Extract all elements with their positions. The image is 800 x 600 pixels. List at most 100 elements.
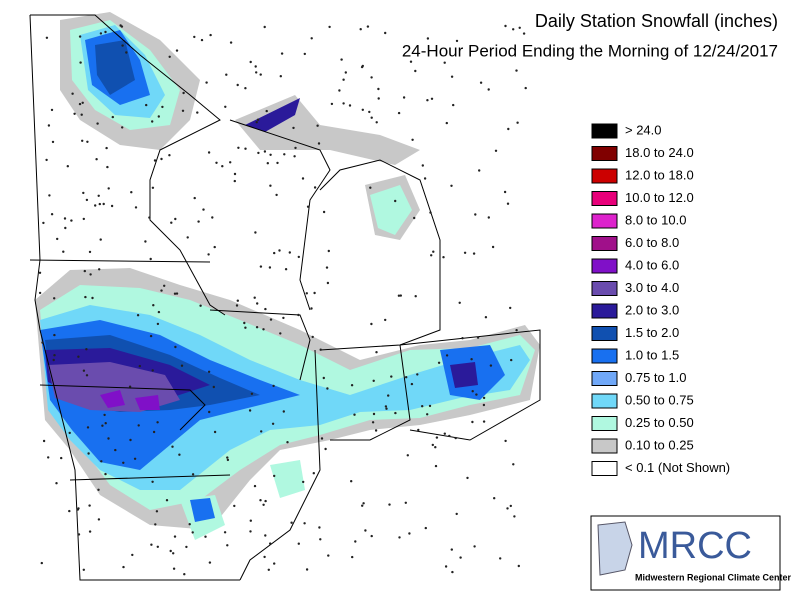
station-dot: [99, 238, 102, 241]
station-dot: [48, 194, 51, 197]
station-dot: [81, 101, 84, 105]
station-dot: [244, 87, 247, 90]
station-dot: [507, 127, 510, 131]
station-dot: [267, 568, 270, 571]
station-dot: [434, 446, 437, 449]
station-dot: [411, 138, 414, 141]
station-dot: [518, 26, 521, 29]
station-dot: [149, 334, 153, 338]
station-dot: [229, 41, 233, 44]
station-dot: [41, 341, 44, 344]
station-dot: [82, 217, 86, 221]
station-dot: [317, 142, 321, 145]
station-dot: [375, 351, 378, 354]
station-dot: [191, 531, 194, 534]
station-dot: [55, 482, 58, 485]
station-dot: [445, 354, 449, 357]
station-dot: [76, 508, 80, 511]
station-dot: [134, 206, 138, 209]
station-dot: [128, 385, 132, 388]
station-dot: [284, 268, 288, 271]
station-dot: [256, 302, 259, 305]
station-dot: [88, 530, 92, 533]
station-dot: [183, 573, 186, 576]
station-dot: [173, 292, 177, 295]
station-dot: [114, 448, 117, 452]
station-dot: [471, 420, 474, 424]
station-dot: [161, 105, 164, 109]
station-dot: [151, 120, 154, 123]
station-dot: [226, 458, 230, 462]
station-dot: [359, 28, 362, 31]
station-dot: [316, 124, 319, 127]
station-dot: [255, 71, 258, 74]
station-dot: [202, 208, 205, 211]
station-dot: [98, 202, 102, 206]
station-dot: [282, 316, 285, 320]
station-dot: [370, 322, 373, 326]
station-dot: [361, 108, 364, 112]
station-dot: [473, 545, 476, 548]
station-dot: [66, 165, 70, 168]
legend-swatch: [591, 123, 618, 139]
station-dot: [199, 304, 202, 307]
station-dot: [326, 281, 330, 285]
station-dot: [491, 245, 495, 249]
legend-label: 1.0 to 1.5: [625, 347, 679, 362]
station-dot: [80, 113, 83, 116]
station-dot: [110, 204, 114, 208]
station-dot: [377, 87, 380, 91]
station-dot: [63, 217, 67, 220]
station-dot: [297, 255, 300, 259]
legend-swatch: [591, 213, 618, 229]
station-dot: [399, 294, 402, 297]
map-title: Daily Station Snowfall (inches): [535, 11, 778, 31]
station-dot: [361, 504, 364, 507]
station-dot: [259, 499, 262, 502]
station-dot: [106, 165, 109, 169]
station-dot: [506, 202, 510, 205]
station-dot: [253, 484, 257, 488]
station-dot: [294, 146, 297, 150]
legend-label: 18.0 to 24.0: [625, 145, 694, 160]
station-dot: [273, 251, 276, 255]
station-dot: [340, 58, 343, 61]
station-dot: [208, 561, 212, 564]
station-dot: [122, 461, 125, 464]
station-dot: [435, 436, 439, 439]
station-dot: [390, 375, 393, 378]
station-dot: [168, 55, 171, 58]
station-dot: [448, 434, 451, 438]
station-dot: [370, 116, 373, 119]
station-dot: [297, 542, 300, 545]
station-dot: [265, 109, 268, 113]
station-dot: [236, 299, 239, 302]
station-dot: [229, 161, 232, 164]
station-dot: [322, 376, 325, 380]
station-dot: [466, 476, 469, 480]
station-dot: [504, 24, 507, 28]
station-dot: [104, 472, 107, 476]
station-dot: [178, 453, 181, 456]
station-dot: [424, 526, 427, 530]
station-dot: [255, 326, 259, 329]
station-dot: [73, 112, 76, 116]
station-dot: [130, 191, 133, 194]
station-dot: [273, 562, 276, 565]
legend-swatch: [591, 326, 618, 341]
legend-swatch: [591, 191, 618, 206]
station-dot: [327, 554, 330, 557]
snowfall-shading: [35, 12, 540, 540]
station-dot: [509, 306, 512, 310]
station-dot: [305, 568, 309, 571]
station-dot: [79, 61, 82, 64]
station-dot: [387, 394, 390, 397]
station-dot: [155, 510, 159, 513]
station-dot: [82, 369, 86, 372]
state-borders: [29, 14, 541, 581]
station-dot: [244, 147, 247, 150]
station-dot: [152, 430, 156, 434]
station-dot: [45, 158, 48, 162]
station-dot: [250, 392, 254, 395]
station-dot: [42, 221, 45, 225]
